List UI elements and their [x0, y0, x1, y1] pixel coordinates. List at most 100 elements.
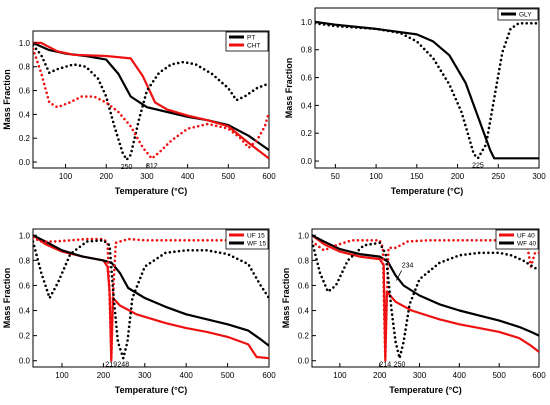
x-axis-label: Temperature (°C) [115, 385, 187, 395]
x-tick-label: 100 [369, 172, 383, 181]
series-line-1 [315, 20, 539, 160]
chart-panel-4: 100 200 300 400 500 600 0.0 0.2 0.4 0.6 0.8 1.0 Temp… [281, 228, 546, 395]
legend-label: WF 40 [517, 241, 537, 248]
y-tick-label: 1.0 [19, 231, 31, 240]
plot-frame [32, 30, 270, 169]
x-tick-label: 200 [100, 172, 114, 181]
x-tick-label: 600 [262, 172, 276, 181]
peak-annotation: 234 [402, 263, 414, 270]
peak-annotation: 250 [394, 362, 406, 369]
y-axis-label: Mass Fraction [2, 69, 12, 130]
y-tick-label: 0.8 [19, 256, 31, 265]
y-tick-label: 0.2 [19, 134, 31, 143]
legend-box [497, 8, 539, 21]
x-tick-label: 500 [221, 371, 235, 380]
x-tick-label: 600 [262, 371, 276, 380]
x-tick-label: 100 [333, 371, 347, 380]
y-tick-label: 0.4 [301, 101, 313, 110]
peak-annotation: 225 [472, 163, 484, 170]
y-tick-label: 0.2 [298, 332, 310, 341]
peak-annotation: 312 [146, 163, 158, 170]
series-line-1 [33, 234, 269, 362]
legend-label: UF 15 [247, 233, 265, 240]
series-line-3 [33, 44, 269, 161]
x-tick-label: 50 [331, 172, 340, 181]
y-tick-label: 0.8 [301, 46, 313, 55]
x-tick-label: 400 [180, 371, 194, 380]
chart-panel-1: 100 200 300 400 500 600 0.0 0.2 0.4 0.6 0.8 1.0 Temp… [2, 30, 276, 196]
y-axis-label: Mass Fraction [284, 58, 294, 119]
x-tick-label: 200 [97, 371, 111, 380]
x-tick-label: 300 [140, 172, 154, 181]
legend-label: UF 40 [517, 233, 535, 240]
series-line-1 [312, 234, 539, 362]
x-tick-label: 300 [413, 371, 427, 380]
x-axis-label: Temperature (°C) [115, 186, 187, 196]
y-tick-label: 0.0 [301, 157, 313, 166]
legend-label: WF 15 [247, 241, 267, 248]
plot-frame [311, 228, 540, 368]
y-tick-label: 1.0 [301, 18, 313, 27]
legend-label: PT [247, 35, 255, 42]
x-axis-label: Temperature (°C) [389, 385, 461, 395]
plot-frame [314, 7, 540, 169]
x-tick-label: 400 [453, 371, 467, 380]
y-tick-label: 0.4 [19, 307, 31, 316]
x-tick-label: 150 [410, 172, 424, 181]
x-tick-label: 250 [492, 172, 506, 181]
y-tick-label: 0.8 [19, 63, 31, 72]
series-line-3 [33, 236, 269, 360]
x-tick-label: 300 [138, 371, 152, 380]
y-tick-label: 0.0 [19, 357, 31, 366]
series-group [33, 234, 269, 362]
series-group [312, 234, 539, 362]
y-tick-label: 1.0 [298, 231, 310, 240]
y-tick-label: 0.6 [298, 281, 310, 290]
y-tick-label: 0.2 [19, 332, 31, 341]
peak-annotation: 219 [105, 362, 117, 369]
x-tick-label: 500 [222, 172, 236, 181]
x-tick-label: 600 [532, 371, 546, 380]
chart-panel-2: 50 100 150 200 250 300 0.0 0.2 0.4 0.6 0.8 1.0 Tempe… [284, 7, 546, 196]
y-tick-label: 0.6 [19, 281, 31, 290]
x-axis-label: Temperature (°C) [391, 186, 463, 196]
legend-label: GLY [519, 12, 532, 19]
peak-annotation: 214 [379, 362, 391, 369]
x-tick-label: 300 [532, 172, 546, 181]
x-tick-label: 500 [492, 371, 506, 380]
plot-frame [32, 228, 270, 368]
series-line-4 [33, 47, 269, 160]
y-axis-label: Mass Fraction [2, 268, 12, 329]
series-line-2 [33, 234, 269, 347]
annotation-leader [396, 270, 402, 281]
x-tick-label: 100 [55, 371, 69, 380]
x-tick-label: 100 [59, 172, 73, 181]
x-tick-label: 400 [181, 172, 195, 181]
x-tick-label: 200 [373, 371, 387, 380]
series-line-2 [33, 41, 269, 160]
y-axis-label: Mass Fraction [281, 268, 291, 329]
series-line-4 [33, 239, 269, 360]
y-tick-label: 0.0 [298, 357, 310, 366]
chart-panel-3: 100 200 300 400 500 600 0.0 0.2 0.4 0.6 0.8 1.0 Temp… [2, 228, 276, 395]
y-tick-label: 0.2 [301, 129, 313, 138]
series-line-2 [312, 234, 539, 337]
series-group [315, 20, 539, 160]
y-tick-label: 1.0 [19, 39, 31, 48]
peak-annotation: 248 [117, 362, 129, 369]
x-tick-label: 200 [451, 172, 465, 181]
peak-annotation: 250 [121, 164, 133, 171]
y-tick-label: 0.8 [298, 256, 310, 265]
series-line-2 [315, 22, 539, 160]
y-tick-label: 0.4 [298, 307, 310, 316]
y-tick-label: 0.4 [19, 110, 31, 119]
y-tick-label: 0.6 [301, 74, 313, 83]
legend: GLY [497, 8, 539, 21]
series-group [33, 41, 269, 161]
y-tick-label: 0.6 [19, 87, 31, 96]
legend-label: CHT [247, 43, 260, 50]
